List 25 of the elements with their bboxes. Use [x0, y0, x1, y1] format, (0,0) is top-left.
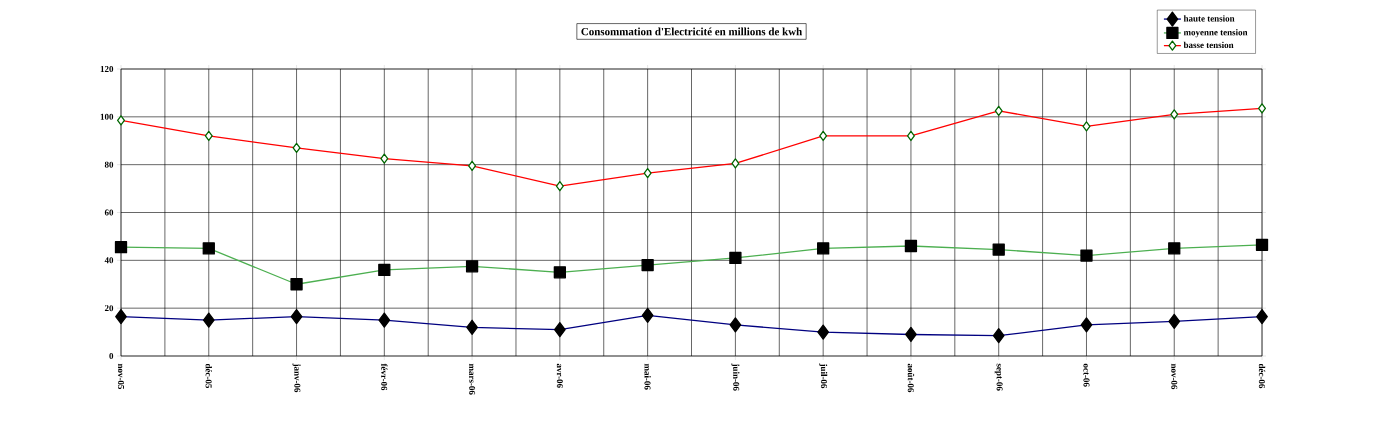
y-tick-label: 20 — [104, 305, 114, 312]
chart-title: Consommation d'Electricité en millions de kwh — [581, 27, 802, 36]
y-tick-label: 80 — [104, 161, 114, 168]
x-tick-label: sept-06 — [994, 363, 1003, 391]
x-tick-label: mars-06 — [469, 363, 476, 395]
x-tick-label: févr-06 — [381, 363, 388, 391]
y-tick-label: 120 — [100, 65, 114, 73]
x-tick-label: oct-06 — [1083, 363, 1090, 387]
x-tick-label: juil-06 — [819, 363, 828, 389]
legend-label: basse tension — [1183, 41, 1234, 49]
x-tick-label: juin-06 — [731, 363, 740, 391]
legend-label: moyenne tension — [1183, 29, 1248, 38]
legend-label: haute tension — [1183, 15, 1235, 22]
x-tick-label: déc-05 — [205, 363, 212, 389]
y-tick-label: 60 — [104, 209, 114, 216]
x-tick-label: avr-06 — [556, 363, 563, 388]
x-tick-label: août-06 — [907, 363, 915, 393]
x-tick-label: mai-06 — [644, 363, 651, 390]
x-tick-label: nov-05 — [117, 363, 125, 390]
y-tick-label: 0 — [109, 352, 114, 360]
y-tick-label: 100 — [100, 113, 114, 120]
x-tick-label: déc-06 — [1258, 363, 1266, 389]
y-tick-label: 40 — [104, 257, 114, 264]
x-tick-label: nov-06 — [1171, 363, 1178, 390]
x-tick-label: janv-06 — [292, 363, 301, 393]
